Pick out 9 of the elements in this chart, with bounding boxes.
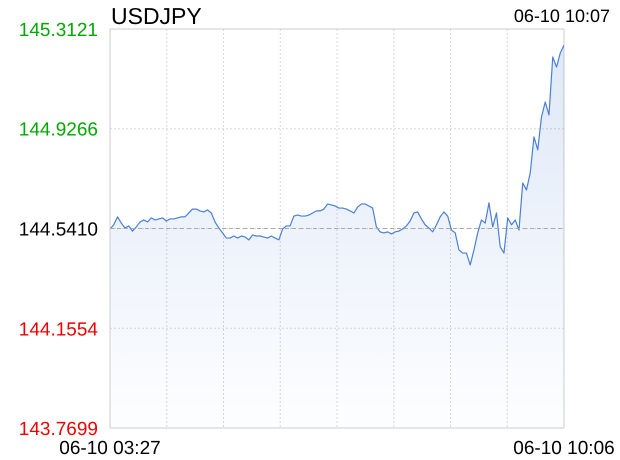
text: 06-10 10:07 (514, 6, 610, 27)
y-tick-label: 145.3121 (18, 20, 98, 41)
y-tick-label: 143.7699 (18, 419, 98, 440)
y-tick-label: 144.9266 (18, 120, 98, 141)
x-tick-label: 06-10 03:27 (59, 438, 161, 459)
y-tick-label: 144.5410 (18, 220, 98, 240)
chart-title: USDJPY (111, 3, 202, 30)
x-tick-label: 06-10 10:06 (513, 438, 615, 459)
y-tick-label: 144.1554 (18, 319, 98, 340)
